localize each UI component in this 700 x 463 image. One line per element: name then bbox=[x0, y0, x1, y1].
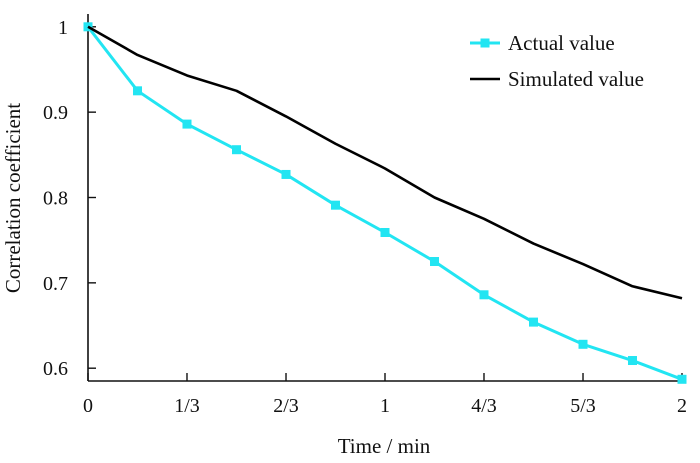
x-axis-label: Time / min bbox=[338, 434, 431, 458]
x-tick-label: 1 bbox=[380, 395, 390, 417]
x-tick-label: 5/3 bbox=[570, 395, 596, 417]
legend-actual-value-marker bbox=[480, 38, 490, 48]
y-tick-label: 0.7 bbox=[43, 273, 68, 295]
y-tick-label: 0.8 bbox=[43, 188, 68, 210]
actual-value-data-point bbox=[330, 200, 340, 210]
actual-value-data-point bbox=[133, 86, 143, 96]
x-tick-label: 4/3 bbox=[471, 395, 497, 417]
actual-value-data-point bbox=[627, 356, 637, 366]
x-tick-label: 2 bbox=[677, 395, 687, 417]
actual-value-data-point bbox=[281, 169, 291, 179]
y-tick-label: 1 bbox=[58, 17, 68, 39]
actual-value-data-point bbox=[479, 290, 489, 300]
actual-value-data-point bbox=[430, 257, 440, 267]
y-tick-label: 0.9 bbox=[43, 102, 68, 124]
actual-value-data-point bbox=[529, 317, 538, 327]
actual-value-data-point bbox=[380, 227, 390, 237]
y-tick-label: 0.6 bbox=[43, 358, 68, 380]
y-axis-label: Correlation coefficient bbox=[1, 103, 25, 293]
simulated-value-series-line bbox=[87, 25, 683, 300]
legend-actual-value-label: Actual value bbox=[508, 31, 615, 55]
legend-simulated-value-label: Simulated value bbox=[508, 67, 644, 91]
x-tick-label: 2/3 bbox=[273, 395, 299, 417]
actual-value-data-point bbox=[232, 145, 241, 155]
actual-value-data-point bbox=[182, 119, 192, 129]
x-tick-label: 1/3 bbox=[174, 395, 200, 417]
x-tick-label: 0 bbox=[83, 395, 93, 417]
actual-value-data-point bbox=[578, 339, 588, 349]
actual-value-data-point bbox=[677, 374, 687, 384]
